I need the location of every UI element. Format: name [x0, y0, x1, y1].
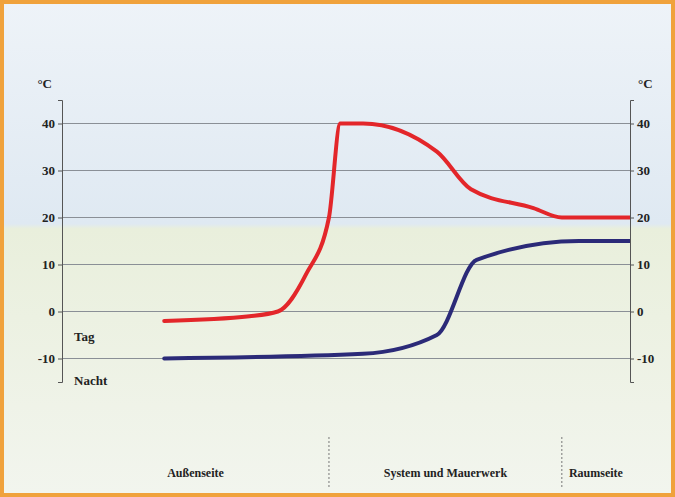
tick: 10: [630, 257, 650, 272]
tick: 20: [42, 210, 62, 225]
tick-label: -10: [637, 351, 654, 366]
right-axis: -10 0 10 20 30 40: [630, 101, 654, 383]
left-axis: -10 0 10 20 30 40: [38, 101, 63, 383]
tick-mark: [630, 359, 634, 360]
grid-line: [62, 358, 630, 359]
series-line: [164, 241, 630, 359]
region-label: Außenseite: [167, 466, 224, 480]
tick-mark: [58, 359, 62, 360]
tick-label: 20: [42, 210, 55, 225]
grid-line: [62, 217, 630, 218]
grid-line: [62, 264, 630, 265]
region-divider: [328, 437, 329, 487]
tick-label: 0: [49, 304, 56, 319]
tick-label: -10: [38, 351, 55, 366]
tick-label: 40: [637, 116, 650, 131]
axis-title: °C: [37, 76, 52, 91]
tick: 40: [42, 116, 62, 131]
tick: 30: [630, 163, 650, 178]
tick-mark: [58, 124, 62, 125]
tick-mark: [58, 218, 62, 219]
tick: 0: [630, 304, 644, 319]
region-label: System und Mauerwerk: [384, 466, 508, 480]
tick-label: 0: [637, 304, 644, 319]
tick: 0: [49, 304, 63, 319]
tick: 10: [42, 257, 62, 272]
tick-label: 40: [42, 116, 55, 131]
axis-line: [631, 101, 635, 383]
tick-label: 10: [42, 257, 55, 272]
tick-mark: [630, 124, 634, 125]
chart: -10 0 10 20 30 40 -10 0 10 20 30 40 °C °C Tag Nacht Auße…: [0, 0, 675, 497]
tick: -10: [630, 351, 654, 366]
axis-title: °C: [638, 76, 653, 91]
tick: 40: [630, 116, 650, 131]
tick-mark: [58, 265, 62, 266]
regions: Außenseite System und Mauerwerk Raumseite: [167, 437, 623, 487]
axis-line: [58, 101, 63, 383]
tick-label: 20: [637, 210, 650, 225]
region-divider: [561, 437, 562, 487]
tick-mark: [58, 171, 62, 172]
lines: [164, 124, 630, 359]
tick-label: 30: [42, 163, 55, 178]
tick: 20: [630, 210, 650, 225]
tick-mark: [630, 218, 634, 219]
series-line: [164, 124, 630, 321]
series-label: Nacht: [74, 373, 108, 388]
tick-mark: [630, 171, 634, 172]
frame: [2, 2, 673, 495]
tick-mark: [58, 312, 62, 313]
grid-line: [62, 311, 630, 312]
tick-label: 30: [637, 163, 650, 178]
region-label: Raumseite: [569, 466, 624, 480]
tick: -10: [38, 351, 62, 366]
plot: -10 0 10 20 30 40 -10 0 10 20 30 40 °C °C Tag Nacht Auße…: [37, 76, 654, 487]
tick-label: 10: [637, 257, 650, 272]
grid: [62, 124, 630, 359]
series-label: Tag: [74, 329, 95, 344]
tick-mark: [630, 265, 634, 266]
tick: 30: [42, 163, 62, 178]
tick-mark: [630, 312, 634, 313]
grid-line: [62, 170, 630, 171]
